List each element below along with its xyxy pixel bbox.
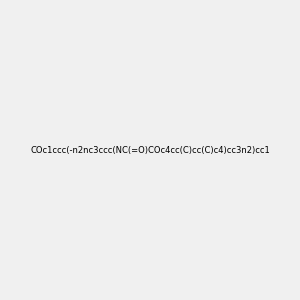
Text: COc1ccc(-n2nc3ccc(NC(=O)COc4cc(C)cc(C)c4)cc3n2)cc1: COc1ccc(-n2nc3ccc(NC(=O)COc4cc(C)cc(C)c4… xyxy=(30,146,270,154)
